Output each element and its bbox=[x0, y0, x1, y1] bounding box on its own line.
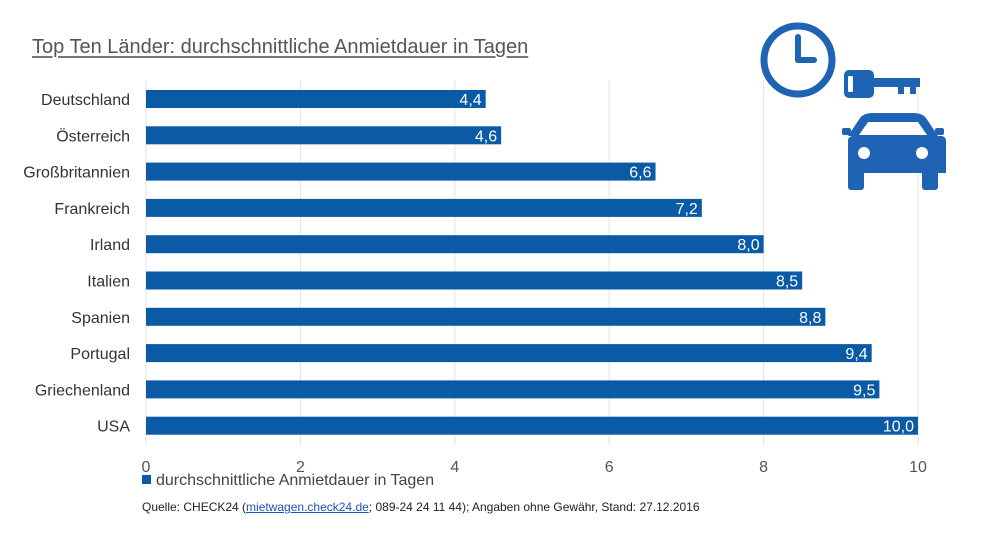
category-label: Portugal bbox=[70, 346, 130, 363]
x-tick-label: 6 bbox=[605, 459, 614, 476]
category-label: USA bbox=[97, 419, 130, 436]
bar bbox=[146, 416, 918, 435]
bar bbox=[146, 307, 826, 326]
clock-icon bbox=[760, 22, 836, 98]
x-tick-label: 4 bbox=[450, 459, 459, 476]
value-label: 7,2 bbox=[676, 201, 698, 218]
category-labels: Deutschland Österreich Großbritannien Frank… bbox=[23, 92, 130, 436]
category-label: Österreich bbox=[56, 127, 130, 145]
x-tick-label: 0 bbox=[142, 459, 151, 476]
x-tick-label: 2 bbox=[296, 459, 305, 476]
car-icon bbox=[842, 113, 946, 190]
bar bbox=[146, 380, 880, 399]
x-tick-label: 10 bbox=[909, 459, 927, 476]
source-link[interactable]: mietwagen.check24.de bbox=[246, 500, 369, 514]
category-label: Griechenland bbox=[35, 382, 130, 399]
value-label: 8,0 bbox=[737, 237, 759, 254]
category-label: Italien bbox=[87, 274, 130, 291]
category-label: Spanien bbox=[71, 310, 130, 327]
value-label: 4,6 bbox=[475, 128, 497, 145]
category-label: Frankreich bbox=[54, 201, 130, 218]
source-note: Quelle: CHECK24 (mietwagen.check24.de; 0… bbox=[142, 500, 700, 514]
chart-title: Top Ten Länder: durchschnittliche Anmiet… bbox=[32, 36, 529, 58]
bar bbox=[146, 198, 702, 217]
legend-label: durchschnittliche Anmietdauer in Tagen bbox=[156, 472, 435, 489]
source-suffix: ; 089-24 24 11 44); Angaben ohne Gewähr,… bbox=[368, 500, 700, 514]
value-label: 6,6 bbox=[629, 165, 651, 182]
value-label: 9,4 bbox=[845, 346, 867, 363]
bar bbox=[146, 90, 486, 108]
value-labels: 4,4 4,6 6,6 7,2 8,0 8,5 8,8 9,4 9,5 10,0 bbox=[459, 92, 914, 436]
value-label: 8,5 bbox=[776, 274, 798, 291]
bar bbox=[146, 344, 872, 363]
bar bbox=[146, 126, 502, 145]
key-icon bbox=[844, 70, 920, 98]
x-tick-label: 8 bbox=[759, 459, 768, 476]
bars bbox=[146, 90, 918, 435]
value-label: 10,0 bbox=[883, 419, 914, 436]
bar bbox=[146, 271, 803, 290]
legend-swatch bbox=[142, 475, 151, 484]
value-label: 4,4 bbox=[459, 92, 481, 109]
legend: durchschnittliche Anmietdauer in Tagen bbox=[142, 472, 434, 490]
bar bbox=[146, 162, 656, 181]
bar bbox=[146, 235, 764, 254]
x-axis-tick-labels: 0 2 4 6 8 10 bbox=[142, 459, 927, 476]
category-label: Großbritannien bbox=[23, 165, 130, 182]
value-label: 8,8 bbox=[799, 310, 821, 327]
category-label: Deutschland bbox=[41, 92, 130, 109]
value-label: 9,5 bbox=[853, 382, 875, 399]
category-label: Irland bbox=[90, 237, 130, 254]
rental-icons bbox=[760, 22, 946, 190]
source-prefix: Quelle: CHECK24 ( bbox=[142, 500, 247, 514]
